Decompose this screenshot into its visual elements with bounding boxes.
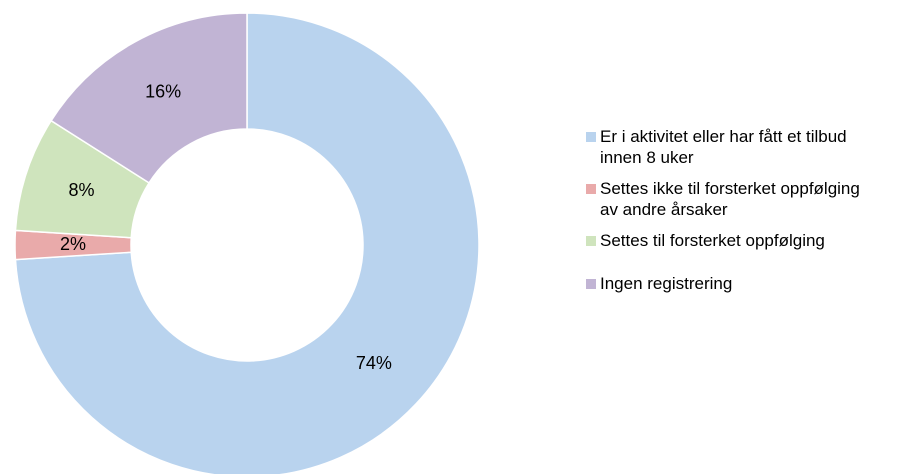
legend-swatch xyxy=(586,236,596,246)
legend-swatch xyxy=(586,132,596,142)
legend-item: Settes ikke til forsterket oppfølging av… xyxy=(586,178,880,220)
legend-item: Er i aktivitet eller har fått et tilbud … xyxy=(586,126,880,168)
legend-swatch xyxy=(586,184,596,194)
legend-label: Settes til forsterket oppfølging xyxy=(600,231,825,250)
data-label: 74% xyxy=(356,353,392,373)
legend: Er i aktivitet eller har fått et tilbud … xyxy=(586,126,896,294)
donut-slice xyxy=(14,12,480,474)
legend-label: Settes ikke til forsterket oppfølging av… xyxy=(600,179,860,219)
legend-swatch xyxy=(586,279,596,289)
legend-label: Ingen registrering xyxy=(600,274,733,293)
data-label: 16% xyxy=(145,81,181,101)
data-label: 2% xyxy=(60,234,86,254)
donut-slice xyxy=(50,12,248,184)
legend-label: Er i aktivitet eller har fått et tilbud … xyxy=(600,127,847,167)
legend-item: Ingen registrering xyxy=(586,273,880,294)
legend-item: Settes til forsterket oppfølging xyxy=(586,230,880,251)
data-label: 8% xyxy=(69,180,95,200)
